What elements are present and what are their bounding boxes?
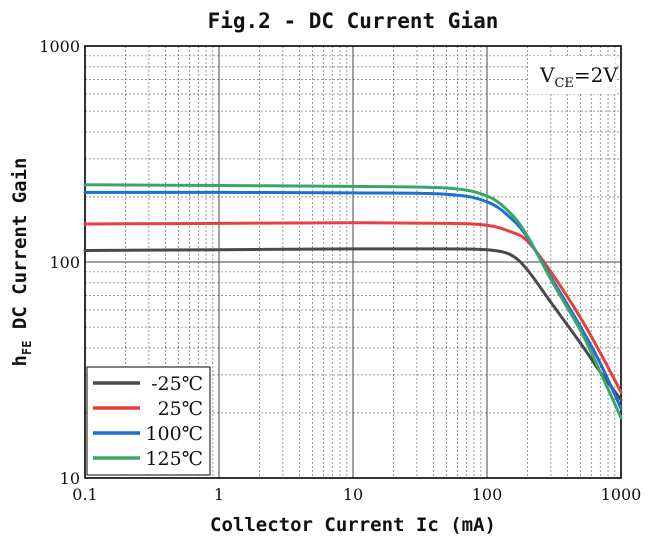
y-tick-label: 100 xyxy=(49,253,80,272)
x-tick-label: 1000 xyxy=(601,485,642,504)
x-tick-label: 1 xyxy=(214,485,224,504)
y-axis-label-main: h xyxy=(9,355,31,366)
legend-label: -25℃ xyxy=(151,373,203,395)
vce-annotation: VCE=2V xyxy=(539,63,618,91)
series-line-1 xyxy=(83,247,623,402)
vce-annotation-rest: =2V xyxy=(574,63,618,87)
x-tick-label: 0.1 xyxy=(72,485,97,504)
x-tick-label: 100 xyxy=(472,485,503,504)
annotation-background xyxy=(529,56,615,94)
y-tick-labels: 10 100 1000 xyxy=(39,37,80,488)
legend-label: 25℃ xyxy=(158,398,203,420)
legend-label: 125℃ xyxy=(145,448,203,470)
x-tick-label: 10 xyxy=(343,485,363,504)
series-line-4 xyxy=(83,183,623,420)
x-tick-labels: 0.1 1 10 100 1000 xyxy=(72,485,641,504)
chart-title: Fig.2 - DC Current Gian xyxy=(208,9,499,33)
y-tick-label: 10 xyxy=(60,469,80,488)
series-layer xyxy=(83,183,623,420)
legend-label: 100℃ xyxy=(145,423,203,445)
y-tick-label: 1000 xyxy=(39,37,80,56)
series-line-3 xyxy=(83,190,623,410)
x-axis-label: Collector Current Ic (mA) xyxy=(210,514,496,536)
y-axis-label-rest: DC Current Gain xyxy=(9,158,31,341)
major-grid xyxy=(85,46,621,478)
plot-frame xyxy=(84,45,622,479)
vce-annotation-subscript: CE xyxy=(554,76,573,91)
series-line-2 xyxy=(83,221,623,394)
y-axis-label-subscript: FE xyxy=(20,341,34,355)
y-axis-label: hFE DC Current Gain xyxy=(9,158,34,367)
legend: -25℃ 25℃ 100℃ 125℃ xyxy=(86,366,211,476)
vce-annotation-main: V xyxy=(539,63,555,87)
